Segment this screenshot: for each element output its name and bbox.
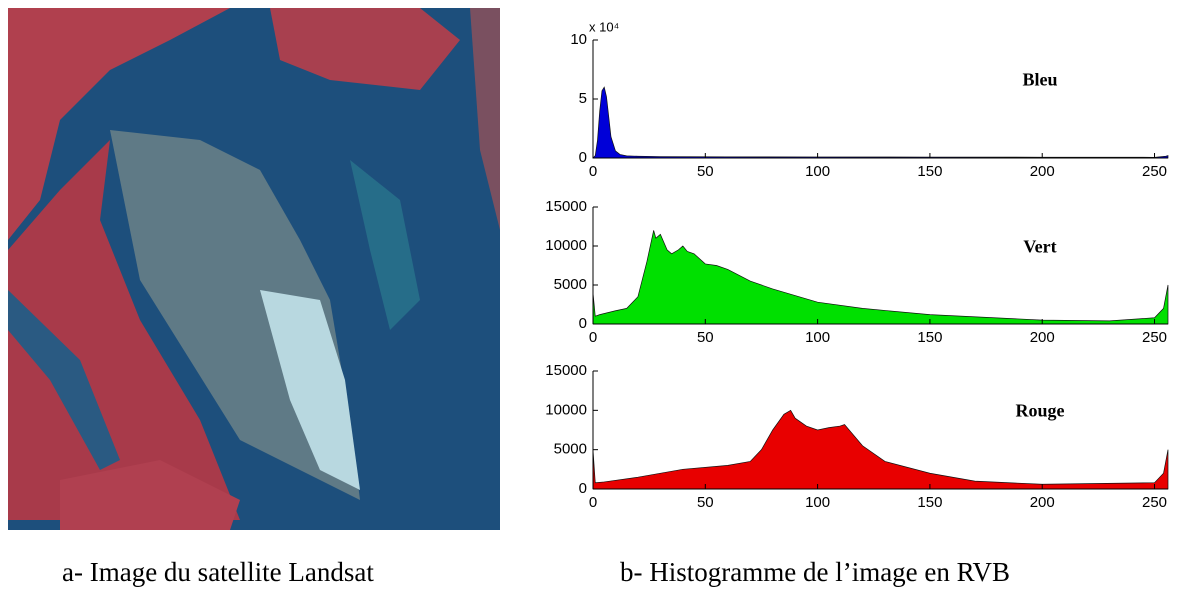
x-tick-label: 200 (1030, 163, 1055, 180)
x-tick-label: 100 (805, 163, 830, 180)
x-tick-label: 150 (917, 494, 942, 511)
series-label: Rouge (1016, 401, 1065, 421)
caption: a- Image du satellite Landsat (62, 557, 374, 587)
y-tick-label: 0 (579, 149, 587, 166)
x-tick-label: 200 (1030, 329, 1055, 346)
y-tick-label: 5000 (554, 441, 587, 458)
satellite-image (8, 8, 500, 530)
area (592, 86, 1169, 159)
x-tick-label: 250 (1142, 494, 1167, 511)
y-tick-label: 0 (579, 315, 587, 332)
x-tick-label: 50 (697, 494, 714, 511)
y-tick-label: 10000 (545, 237, 587, 254)
y-multiplier: x 10⁴ (589, 19, 619, 34)
x-tick-label: 0 (589, 163, 597, 180)
x-tick-label: 0 (589, 329, 597, 346)
area (592, 409, 1169, 490)
y-tick-label: 5000 (554, 276, 587, 293)
area (592, 230, 1169, 325)
x-tick-label: 150 (917, 329, 942, 346)
y-tick-label: 15000 (545, 362, 587, 379)
x-tick-label: 0 (589, 494, 597, 511)
x-tick-label: 250 (1142, 163, 1167, 180)
x-tick-label: 100 (805, 329, 830, 346)
y-tick-label: 0 (579, 480, 587, 497)
series-label: Bleu (1022, 70, 1057, 90)
caption: b- Histogramme de l’image en RVB (620, 557, 1010, 587)
y-tick-label: 15000 (545, 198, 587, 215)
x-tick-label: 150 (917, 163, 942, 180)
x-tick-label: 100 (805, 494, 830, 511)
y-tick-label: 10 (570, 31, 587, 48)
y-tick-label: 5 (579, 90, 587, 107)
series-label: Vert (1023, 236, 1056, 256)
x-tick-label: 50 (697, 329, 714, 346)
y-tick-label: 10000 (545, 401, 587, 418)
x-tick-label: 250 (1142, 329, 1167, 346)
x-tick-label: 200 (1030, 494, 1055, 511)
x-tick-label: 50 (697, 163, 714, 180)
